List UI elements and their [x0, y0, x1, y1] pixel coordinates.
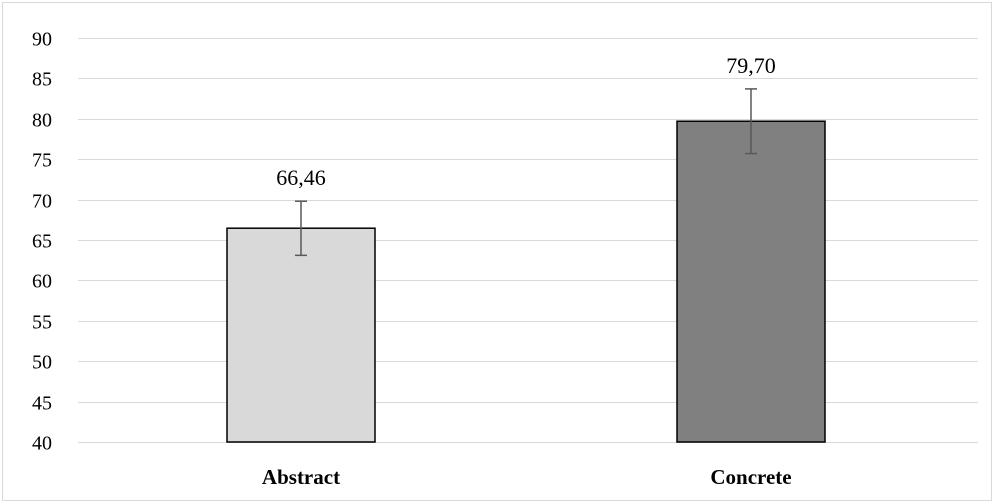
- error-bar-abstract: [295, 200, 307, 257]
- bar-concrete: [676, 120, 826, 443]
- y-tick-label-75: 75: [32, 150, 52, 172]
- y-tick-label-60: 60: [32, 271, 52, 293]
- category-labels: Abstract Concrete: [262, 465, 792, 489]
- y-tick-label-40: 40: [32, 433, 52, 455]
- category-label-abstract: Abstract: [262, 465, 340, 489]
- data-label-abstract: 66,46: [276, 165, 326, 190]
- y-tick-label-65: 65: [32, 231, 52, 253]
- error-bars: [295, 88, 757, 257]
- y-tick-label-45: 45: [32, 393, 52, 415]
- bar-abstract: [226, 227, 376, 443]
- y-tick-label-55: 55: [32, 312, 52, 334]
- y-tick-label-70: 70: [32, 191, 52, 213]
- data-labels: 66,46 79,70: [276, 53, 776, 190]
- gridlines: [78, 38, 978, 443]
- error-bar-concrete: [745, 88, 757, 155]
- y-tick-label-85: 85: [32, 69, 52, 91]
- y-tick-label-50: 50: [32, 352, 52, 374]
- category-label-concrete: Concrete: [710, 465, 791, 489]
- bars: [226, 120, 826, 443]
- y-tick-label-80: 80: [32, 110, 52, 132]
- data-label-concrete: 79,70: [726, 53, 776, 78]
- y-tick-label-90: 90: [32, 29, 52, 51]
- y-axis-tick-labels: 40 45 50 55 60 65 70 75 80 85 90: [32, 29, 52, 455]
